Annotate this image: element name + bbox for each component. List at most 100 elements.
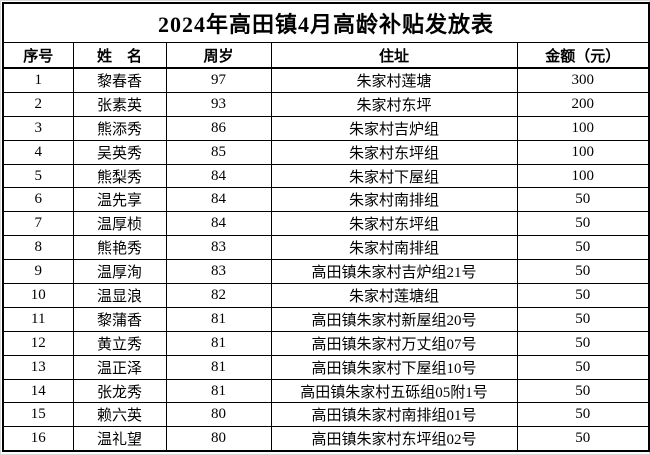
cell-age: 86 (165, 115, 272, 141)
table-row: 9 温厚洵 83 高田镇朱家村吉炉组21号 50 (2, 259, 650, 285)
table-row: 16 温礼望 80 高田镇朱家村东坪组02号 50 (2, 426, 650, 452)
cell-age: 81 (165, 330, 272, 356)
cell-index: 16 (2, 426, 74, 452)
col-header-amount: 金额（元） (516, 42, 650, 69)
table-row: 8 熊艳秀 83 朱家村南排组 50 (2, 235, 650, 261)
cell-age: 83 (165, 259, 272, 285)
table-row: 7 温厚桢 84 朱家村东坪组 50 (2, 211, 650, 237)
table-row: 10 温显浪 82 朱家村莲塘组 50 (2, 283, 650, 308)
cell-index: 12 (2, 330, 74, 356)
cell-index: 10 (2, 283, 74, 308)
cell-amount: 100 (516, 115, 650, 141)
cell-amount: 50 (516, 426, 650, 452)
table-row: 14 张龙秀 81 高田镇朱家村五砾组05附1号 50 (2, 378, 650, 404)
table-row: 5 熊梨秀 84 朱家村下屋组 100 (2, 163, 650, 189)
cell-name: 熊添秀 (72, 115, 167, 141)
table-header-row: 序号 姓 名 周岁 住址 金额（元） (2, 42, 650, 69)
table-row: 15 赖六英 80 高田镇朱家村南排组01号 50 (2, 402, 650, 428)
cell-name: 赖六英 (72, 402, 167, 428)
table-row: 13 温正泽 81 高田镇朱家村下屋组10号 50 (2, 354, 650, 380)
cell-address: 高田镇朱家村东坪组02号 (270, 426, 518, 452)
cell-address: 朱家村下屋组 (270, 163, 518, 189)
cell-address: 朱家村莲塘 (270, 67, 518, 93)
cell-address: 朱家村东坪组 (270, 211, 518, 237)
table-row: 1 黎春香 97 朱家村莲塘 300 (2, 67, 650, 93)
table-row: 6 温先享 84 朱家村南排组 50 (2, 187, 650, 213)
cell-amount: 50 (516, 378, 650, 404)
cell-age: 93 (165, 91, 272, 117)
cell-amount: 300 (516, 67, 650, 93)
cell-amount: 50 (516, 330, 650, 356)
cell-amount: 50 (516, 259, 650, 285)
cell-age: 81 (165, 354, 272, 380)
col-header-age: 周岁 (165, 42, 272, 69)
cell-index: 1 (2, 67, 74, 93)
cell-amount: 50 (516, 211, 650, 237)
cell-name: 熊艳秀 (72, 235, 167, 261)
cell-address: 高田镇朱家村南排组01号 (270, 402, 518, 428)
table-title-row: 2024年高田镇4月高龄补贴发放表 (2, 2, 650, 43)
cell-age: 81 (165, 306, 272, 332)
cell-address: 高田镇朱家村下屋组10号 (270, 354, 518, 380)
cell-amount: 50 (516, 187, 650, 213)
cell-address: 朱家村莲塘组 (270, 283, 518, 308)
cell-age: 84 (165, 163, 272, 189)
cell-amount: 100 (516, 139, 650, 165)
cell-index: 2 (2, 91, 74, 117)
table-row: 11 黎蒲香 81 高田镇朱家村新屋组20号 50 (2, 306, 650, 332)
cell-name: 温礼望 (72, 426, 167, 452)
cell-age: 80 (165, 426, 272, 452)
cell-index: 15 (2, 402, 74, 428)
cell-name: 张龙秀 (72, 378, 167, 404)
cell-index: 14 (2, 378, 74, 404)
cell-amount: 200 (516, 91, 650, 117)
cell-name: 温厚桢 (72, 211, 167, 237)
cell-age: 80 (165, 402, 272, 428)
cell-index: 5 (2, 163, 74, 189)
cell-address: 朱家村东坪 (270, 91, 518, 117)
cell-index: 7 (2, 211, 74, 237)
table-row: 2 张素英 93 朱家村东坪 200 (2, 91, 650, 117)
cell-age: 81 (165, 378, 272, 404)
table-row: 12 黄立秀 81 高田镇朱家村万丈组07号 50 (2, 330, 650, 356)
col-header-index: 序号 (2, 42, 74, 69)
cell-index: 3 (2, 115, 74, 141)
table-row: 3 熊添秀 86 朱家村吉炉组 100 (2, 115, 650, 141)
cell-address: 朱家村吉炉组 (270, 115, 518, 141)
cell-name: 黎春香 (72, 67, 167, 93)
cell-age: 84 (165, 211, 272, 237)
cell-amount: 50 (516, 283, 650, 308)
table-row: 4 吴英秀 85 朱家村东坪组 100 (2, 139, 650, 165)
cell-name: 黄立秀 (72, 330, 167, 356)
cell-amount: 50 (516, 306, 650, 332)
cell-name: 温先享 (72, 187, 167, 213)
cell-index: 13 (2, 354, 74, 380)
cell-age: 82 (165, 283, 272, 308)
page-title: 2024年高田镇4月高龄补贴发放表 (2, 2, 650, 43)
cell-name: 黎蒲香 (72, 306, 167, 332)
col-header-name: 姓 名 (72, 42, 167, 69)
cell-address: 朱家村南排组 (270, 235, 518, 261)
cell-index: 8 (2, 235, 74, 261)
cell-amount: 50 (516, 402, 650, 428)
cell-age: 85 (165, 139, 272, 165)
cell-address: 高田镇朱家村五砾组05附1号 (270, 378, 518, 404)
cell-name: 吴英秀 (72, 139, 167, 165)
cell-age: 97 (165, 67, 272, 93)
cell-amount: 50 (516, 235, 650, 261)
cell-name: 温正泽 (72, 354, 167, 380)
cell-address: 高田镇朱家村新屋组20号 (270, 306, 518, 332)
cell-address: 高田镇朱家村万丈组07号 (270, 330, 518, 356)
cell-address: 朱家村南排组 (270, 187, 518, 213)
cell-address: 高田镇朱家村吉炉组21号 (270, 259, 518, 285)
col-header-address: 住址 (270, 42, 518, 69)
cell-age: 83 (165, 235, 272, 261)
table-body: 1 黎春香 97 朱家村莲塘 300 2 张素英 93 朱家村东坪 200 3 … (2, 67, 650, 452)
cell-age: 84 (165, 187, 272, 213)
cell-index: 11 (2, 306, 74, 332)
cell-name: 熊梨秀 (72, 163, 167, 189)
cell-name: 张素英 (72, 91, 167, 117)
cell-amount: 50 (516, 354, 650, 380)
